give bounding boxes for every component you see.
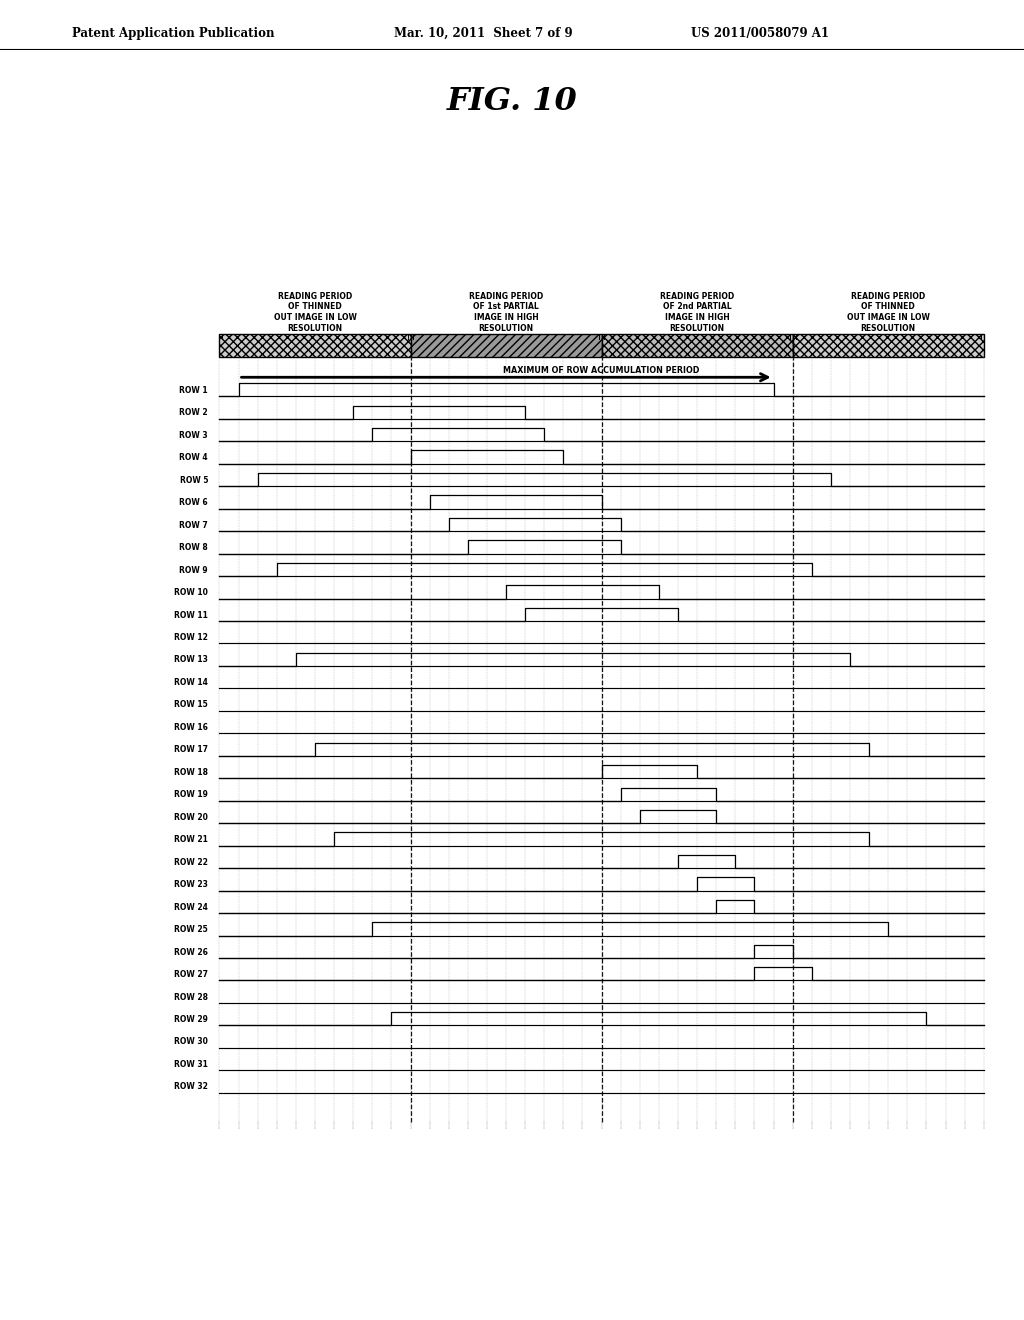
Text: READING PERIOD
OF 1st PARTIAL
IMAGE IN HIGH
RESOLUTION: READING PERIOD OF 1st PARTIAL IMAGE IN H… <box>469 292 543 333</box>
Text: ROW 12: ROW 12 <box>174 634 208 642</box>
Text: ROW 3: ROW 3 <box>179 430 208 440</box>
Text: ROW 21: ROW 21 <box>174 836 208 845</box>
Text: ROW 13: ROW 13 <box>174 656 208 664</box>
Text: ROW 20: ROW 20 <box>174 813 208 822</box>
Text: ROW 22: ROW 22 <box>174 858 208 867</box>
Text: ROW 18: ROW 18 <box>174 768 208 777</box>
Text: ROW 2: ROW 2 <box>179 408 208 417</box>
Text: READING PERIOD
OF THINNED
OUT IMAGE IN LOW
RESOLUTION: READING PERIOD OF THINNED OUT IMAGE IN L… <box>847 292 930 333</box>
Text: ROW 30: ROW 30 <box>174 1038 208 1047</box>
Text: READING PERIOD
OF THINNED
OUT IMAGE IN LOW
RESOLUTION: READING PERIOD OF THINNED OUT IMAGE IN L… <box>273 292 356 333</box>
Text: ROW 6: ROW 6 <box>179 498 208 507</box>
Text: ROW 5: ROW 5 <box>179 475 208 484</box>
Text: ROW 11: ROW 11 <box>174 611 208 619</box>
Text: Patent Application Publication: Patent Application Publication <box>72 28 274 40</box>
Text: ROW 27: ROW 27 <box>174 970 208 979</box>
Text: ROW 31: ROW 31 <box>174 1060 208 1069</box>
Text: ROW 32: ROW 32 <box>174 1082 208 1092</box>
Text: ROW 25: ROW 25 <box>174 925 208 935</box>
Text: ROW 16: ROW 16 <box>174 723 208 731</box>
Text: ROW 9: ROW 9 <box>179 565 208 574</box>
Text: ROW 19: ROW 19 <box>174 791 208 800</box>
Text: MAXIMUM OF ROW ACCUMULATION PERIOD: MAXIMUM OF ROW ACCUMULATION PERIOD <box>504 366 699 375</box>
Text: ROW 24: ROW 24 <box>174 903 208 912</box>
Text: ROW 23: ROW 23 <box>174 880 208 890</box>
Text: ROW 17: ROW 17 <box>174 746 208 754</box>
Text: Mar. 10, 2011  Sheet 7 of 9: Mar. 10, 2011 Sheet 7 of 9 <box>394 28 572 40</box>
Bar <box>793 334 984 356</box>
Bar <box>411 334 602 356</box>
Text: FIG. 10: FIG. 10 <box>446 86 578 116</box>
Text: ROW 10: ROW 10 <box>174 589 208 597</box>
Text: READING PERIOD
OF 2nd PARTIAL
IMAGE IN HIGH
RESOLUTION: READING PERIOD OF 2nd PARTIAL IMAGE IN H… <box>660 292 734 333</box>
Text: ROW 1: ROW 1 <box>179 385 208 395</box>
Text: ROW 4: ROW 4 <box>179 453 208 462</box>
Text: ROW 28: ROW 28 <box>174 993 208 1002</box>
Bar <box>602 334 793 356</box>
Text: ROW 26: ROW 26 <box>174 948 208 957</box>
Text: ROW 15: ROW 15 <box>174 701 208 709</box>
Text: ROW 7: ROW 7 <box>179 520 208 529</box>
Text: US 2011/0058079 A1: US 2011/0058079 A1 <box>691 28 829 40</box>
Bar <box>219 334 411 356</box>
Text: ROW 14: ROW 14 <box>174 678 208 686</box>
Text: ROW 29: ROW 29 <box>174 1015 208 1024</box>
Text: ROW 8: ROW 8 <box>179 543 208 552</box>
